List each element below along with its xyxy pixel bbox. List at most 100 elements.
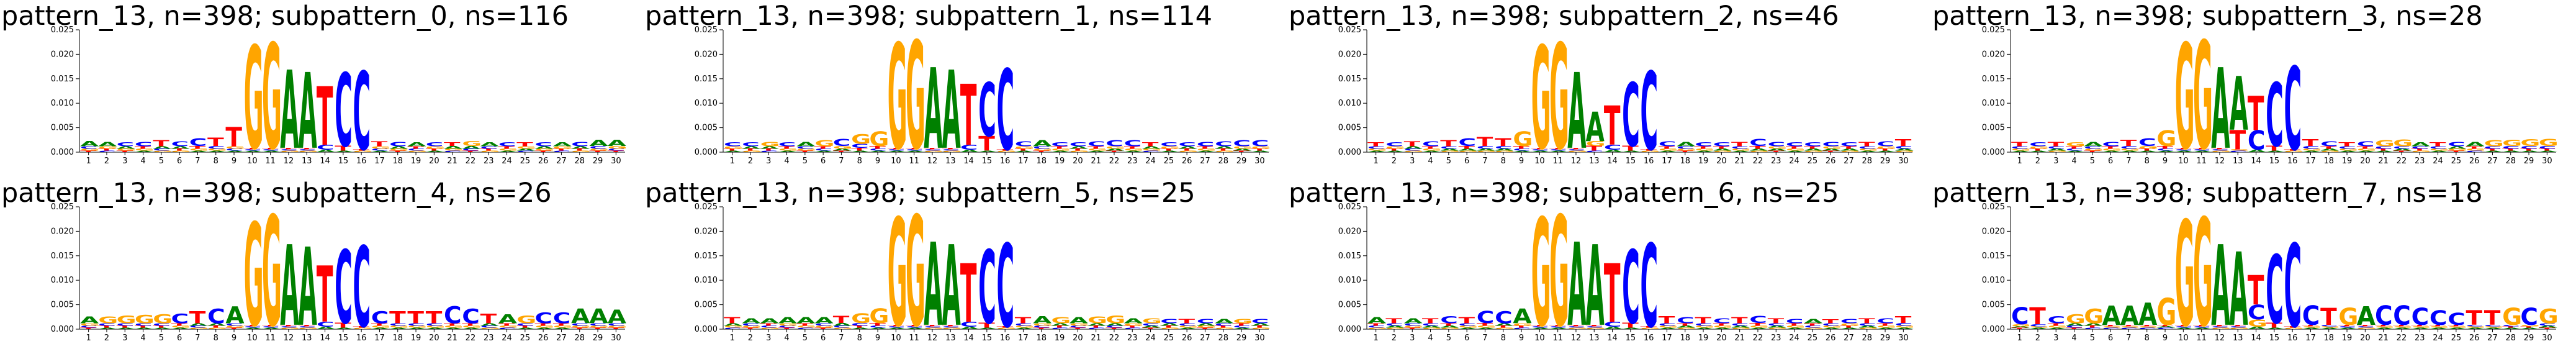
logo-letter: G (516, 314, 536, 326)
logo-letter: T (244, 324, 261, 327)
logo-letter: A (2466, 327, 2485, 330)
x-tick-label: 8 (1501, 334, 1506, 343)
logo-letter: G (1015, 325, 1035, 329)
y-tick-label: 0.015 (695, 75, 718, 84)
logo-letter: C (444, 150, 462, 153)
x-tick-label: 17 (1662, 157, 1672, 166)
logo-letter: C (80, 325, 98, 329)
y-tick-label: 0.025 (1982, 202, 2005, 212)
x-tick-label: 20 (2360, 334, 2371, 343)
logo-letter: A (135, 150, 154, 153)
logo-letter: A (2084, 141, 2102, 148)
x-tick-label: 7 (1482, 157, 1487, 166)
logo-letter: G (1179, 150, 1199, 153)
logo-letter: T (2175, 324, 2192, 327)
x-tick-label: 20 (1716, 334, 1727, 343)
logo-letter: G (1197, 148, 1217, 152)
y-tick-label: 0.015 (1338, 252, 1361, 261)
logo-letter: G (1695, 325, 1714, 329)
logo-letter: C (760, 325, 778, 329)
logo-letter: G (2066, 142, 2086, 148)
logo-letter: C (1367, 325, 1385, 329)
logo-letter: G (1749, 150, 1769, 153)
x-tick-label: 28 (574, 157, 585, 166)
logo-letter: G (1840, 322, 1860, 326)
logo-letter: C (2484, 145, 2502, 149)
logo-letter: C (1731, 322, 1749, 326)
logo-panel-6: pattern_13, n=398; subpattern_6, ns=25 0.… (1287, 177, 1931, 354)
x-tick-label: 11 (2196, 334, 2207, 343)
x-tick-label: 22 (466, 334, 476, 343)
logo-letter: G (1367, 148, 1387, 152)
logo-letter: A (1876, 150, 1896, 153)
logo-letter: C (724, 142, 742, 148)
logo-letter: A (1531, 150, 1551, 153)
logo-letter: T (262, 147, 279, 150)
logo-letter: C (869, 325, 887, 329)
logo-letter: C (2138, 136, 2156, 148)
logo-letter: G (426, 325, 446, 329)
logo-letter: T (1549, 324, 1566, 327)
x-tick-label: 18 (2323, 334, 2334, 343)
x-tick-label: 22 (2397, 334, 2407, 343)
y-tick-label: 0.015 (1982, 75, 2005, 84)
logo-letter: A (1160, 150, 1179, 153)
logo-letter: C (1495, 145, 1513, 150)
logo-letter: A (1106, 148, 1125, 152)
logo-letter: T (535, 150, 552, 153)
logo-letter: G (724, 145, 744, 149)
logo-letter: G (1731, 327, 1751, 330)
logo-letter: C (2375, 145, 2393, 149)
x-tick-label: 23 (484, 157, 494, 166)
logo-letter: G (553, 325, 573, 329)
logo-letter: T (2102, 324, 2119, 327)
logo-letter: A (1033, 314, 1052, 326)
x-tick-label: 28 (2505, 157, 2516, 166)
logo-letter: C (742, 322, 760, 326)
logo-letter: G (1768, 145, 1788, 149)
logo-letter: C (978, 230, 996, 347)
x-tick-label: 13 (302, 334, 312, 343)
logo-panel-1: pattern_13, n=398; subpattern_1, ns=114 0… (644, 0, 1287, 183)
logo-letter: T (426, 148, 443, 152)
y-tick-label: 0.010 (1982, 276, 2005, 285)
logo-letter: A (207, 322, 227, 326)
logo-letter: A (1804, 318, 1822, 325)
logo-letter: G (851, 311, 871, 327)
logo-letter: C (778, 142, 796, 148)
logo-letter: G (2539, 137, 2559, 148)
logo-letter: C (1215, 140, 1233, 148)
logo-letter: G (1586, 140, 1606, 148)
logo-letter: T (1197, 327, 1214, 330)
logo-letter: C (117, 322, 135, 326)
logo-letter: T (1567, 147, 1584, 150)
logo-letter: G (906, 12, 925, 183)
x-tick-label: 28 (2505, 334, 2516, 343)
logo-letter: T (1367, 322, 1384, 326)
logo-letter: C (1404, 322, 1422, 326)
y-tick-label: 0.020 (1338, 227, 1361, 236)
logo-letter: G (2120, 326, 2140, 329)
logo-letter: A (444, 145, 463, 150)
x-tick-label: 17 (2305, 334, 2316, 343)
logo-letter: A (98, 141, 117, 148)
logo-letter: C (2048, 314, 2066, 326)
logo-letter: T (1567, 324, 1584, 327)
logo-letter: G (608, 145, 628, 150)
x-tick-label: 17 (1662, 334, 1672, 343)
logo-letter: G (1197, 325, 1217, 329)
logo-letter: C (498, 327, 516, 330)
logo-letter: T (1604, 95, 1621, 158)
logo-letter: A (207, 150, 227, 153)
y-tick-label: 0.025 (1338, 202, 1361, 212)
y-tick-label: 0.015 (51, 75, 74, 84)
logo-panel-3: pattern_13, n=398; subpattern_3, ns=28 0.… (1931, 0, 2575, 183)
logo-letter: A (2412, 327, 2431, 330)
logo-letter: A (135, 327, 154, 330)
logo-letter: G (1124, 148, 1144, 152)
logo-letter: G (1677, 148, 1696, 152)
logo-letter: A (724, 150, 743, 153)
logo-letter: G (262, 186, 282, 354)
logo-letter: A (1768, 148, 1787, 152)
x-tick-label: 6 (821, 157, 826, 166)
